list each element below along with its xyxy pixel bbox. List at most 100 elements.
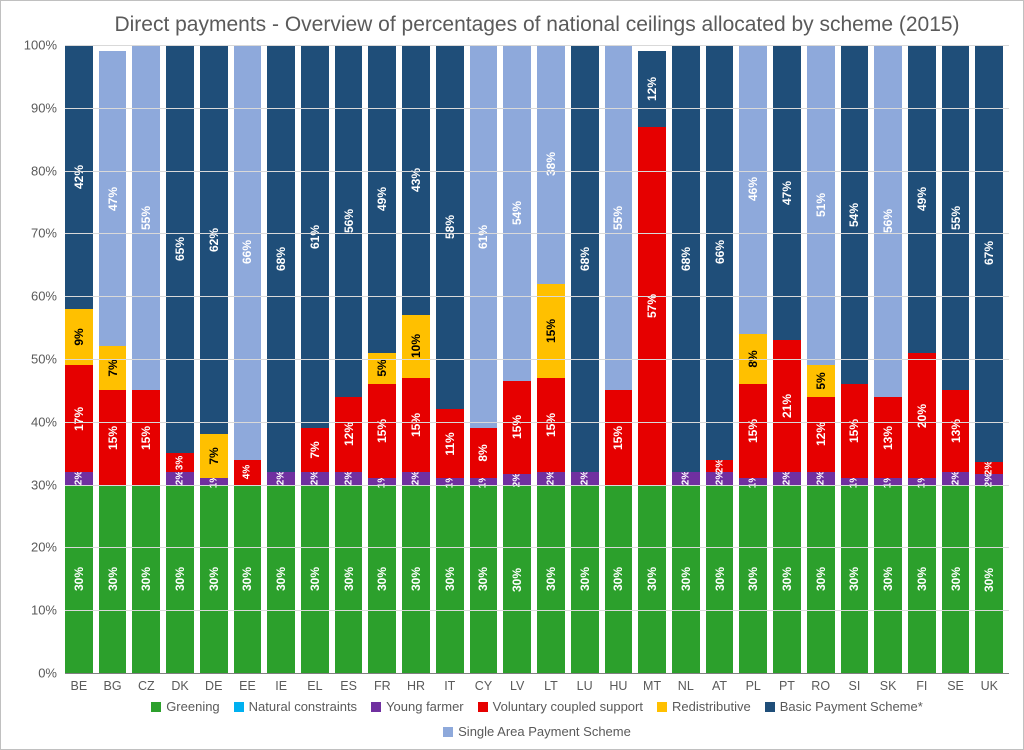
- seg-coupled: 12%: [335, 397, 363, 472]
- seg-greening: 30%: [605, 485, 633, 673]
- seg-coupled: 2%: [706, 460, 734, 473]
- seg-greening: 30%: [402, 485, 430, 673]
- seg-redistributive: 10%: [402, 315, 430, 378]
- x-tick-RO: RO: [807, 679, 835, 693]
- gridline: [65, 45, 1009, 46]
- plot-area: 30%2%17%9%42%30%15%7%47%30%15%55%30%2%3%…: [65, 45, 1009, 673]
- gridline: [65, 233, 1009, 234]
- seg-bps: 55%: [942, 45, 970, 390]
- seg-bps: 68%: [267, 45, 295, 472]
- seg-greening: 30%: [166, 485, 194, 673]
- seg-coupled: 8%: [470, 428, 498, 478]
- legend-item-young: Young farmer: [371, 699, 464, 714]
- x-tick-PT: PT: [773, 679, 801, 693]
- seg-saps: 55%: [605, 45, 633, 390]
- seg-young: 2%: [706, 472, 734, 485]
- seg-saps: 47%: [99, 51, 127, 346]
- seg-bps: 65%: [166, 45, 194, 453]
- seg-coupled: 13%: [942, 390, 970, 472]
- legend-swatch: [657, 702, 667, 712]
- x-tick-SE: SE: [942, 679, 970, 693]
- seg-coupled: 15%: [368, 384, 396, 478]
- seg-bps: 49%: [908, 45, 936, 353]
- legend-label: Greening: [166, 699, 219, 714]
- legend-label: Young farmer: [386, 699, 464, 714]
- seg-young: 2%: [773, 472, 801, 485]
- seg-greening: 30%: [234, 485, 262, 673]
- y-tick-label: 90%: [13, 100, 57, 115]
- seg-coupled: 12%: [807, 397, 835, 472]
- seg-coupled: 15%: [605, 390, 633, 484]
- legend-swatch: [443, 727, 453, 737]
- seg-coupled: 57%: [638, 127, 666, 485]
- x-tick-PL: PL: [739, 679, 767, 693]
- y-tick-label: 20%: [13, 540, 57, 555]
- x-tick-LT: LT: [537, 679, 565, 693]
- seg-saps: 61%: [470, 45, 498, 428]
- seg-coupled: 11%: [436, 409, 464, 478]
- gridline: [65, 108, 1009, 109]
- seg-bps: 68%: [672, 45, 700, 472]
- seg-bps: 68%: [571, 45, 599, 472]
- seg-bps: 42%: [65, 45, 93, 309]
- seg-young: 2%: [537, 472, 565, 485]
- y-tick-label: 30%: [13, 477, 57, 492]
- seg-young: 2%: [335, 472, 363, 485]
- seg-bps: 62%: [200, 45, 228, 434]
- seg-greening: 30%: [571, 485, 599, 673]
- seg-redistributive: 5%: [368, 353, 396, 384]
- x-tick-FI: FI: [908, 679, 936, 693]
- x-tick-CY: CY: [470, 679, 498, 693]
- legend-swatch: [765, 702, 775, 712]
- legend-item-natural: Natural constraints: [234, 699, 357, 714]
- y-tick-label: 60%: [13, 289, 57, 304]
- seg-young: 2%: [166, 472, 194, 485]
- seg-greening: 30%: [368, 485, 396, 673]
- seg-saps: 55%: [132, 45, 160, 390]
- seg-bps: 61%: [301, 45, 329, 428]
- y-tick-label: 0%: [13, 666, 57, 681]
- x-tick-ES: ES: [335, 679, 363, 693]
- legend-swatch: [478, 702, 488, 712]
- seg-redistributive: 7%: [200, 434, 228, 478]
- gridline: [65, 422, 1009, 423]
- seg-coupled: 15%: [99, 390, 127, 484]
- x-tick-MT: MT: [638, 679, 666, 693]
- seg-saps: 54%: [503, 45, 531, 381]
- x-tick-BE: BE: [65, 679, 93, 693]
- x-tick-NL: NL: [672, 679, 700, 693]
- seg-greening: 30%: [874, 485, 902, 673]
- x-tick-LU: LU: [571, 679, 599, 693]
- seg-coupled: 13%: [874, 397, 902, 479]
- y-tick-label: 100%: [13, 38, 57, 53]
- seg-greening: 30%: [841, 485, 869, 673]
- legend: GreeningNatural constraintsYoung farmerV…: [65, 699, 1009, 739]
- seg-bps: 43%: [402, 45, 430, 315]
- x-tick-EL: EL: [301, 679, 329, 693]
- seg-coupled: 15%: [841, 384, 869, 478]
- seg-greening: 30%: [773, 485, 801, 673]
- seg-greening: 30%: [132, 485, 160, 673]
- seg-bps: 56%: [335, 45, 363, 397]
- seg-greening: 30%: [739, 485, 767, 673]
- seg-redistributive: 7%: [99, 346, 127, 390]
- seg-greening: 30%: [301, 485, 329, 673]
- y-tick-label: 50%: [13, 352, 57, 367]
- legend-swatch: [371, 702, 381, 712]
- seg-young: 2%: [942, 472, 970, 485]
- seg-redistributive: 9%: [65, 309, 93, 366]
- seg-young: 2%: [571, 472, 599, 485]
- y-tick-label: 70%: [13, 226, 57, 241]
- seg-young: 2%: [672, 472, 700, 485]
- seg-coupled: 15%: [503, 381, 531, 474]
- x-tick-FR: FR: [368, 679, 396, 693]
- seg-bps: 58%: [436, 45, 464, 409]
- x-tick-EE: EE: [234, 679, 262, 693]
- x-tick-LV: LV: [503, 679, 531, 693]
- legend-label: Basic Payment Scheme*: [780, 699, 923, 714]
- x-axis: BEBGCZDKDEEEIEELESFRHRITCYLVLTLUHUMTNLAT…: [65, 679, 1009, 693]
- seg-young: 2%: [807, 472, 835, 485]
- seg-saps: 38%: [537, 45, 565, 284]
- seg-greening: 30%: [672, 485, 700, 673]
- seg-greening: 30%: [908, 485, 936, 673]
